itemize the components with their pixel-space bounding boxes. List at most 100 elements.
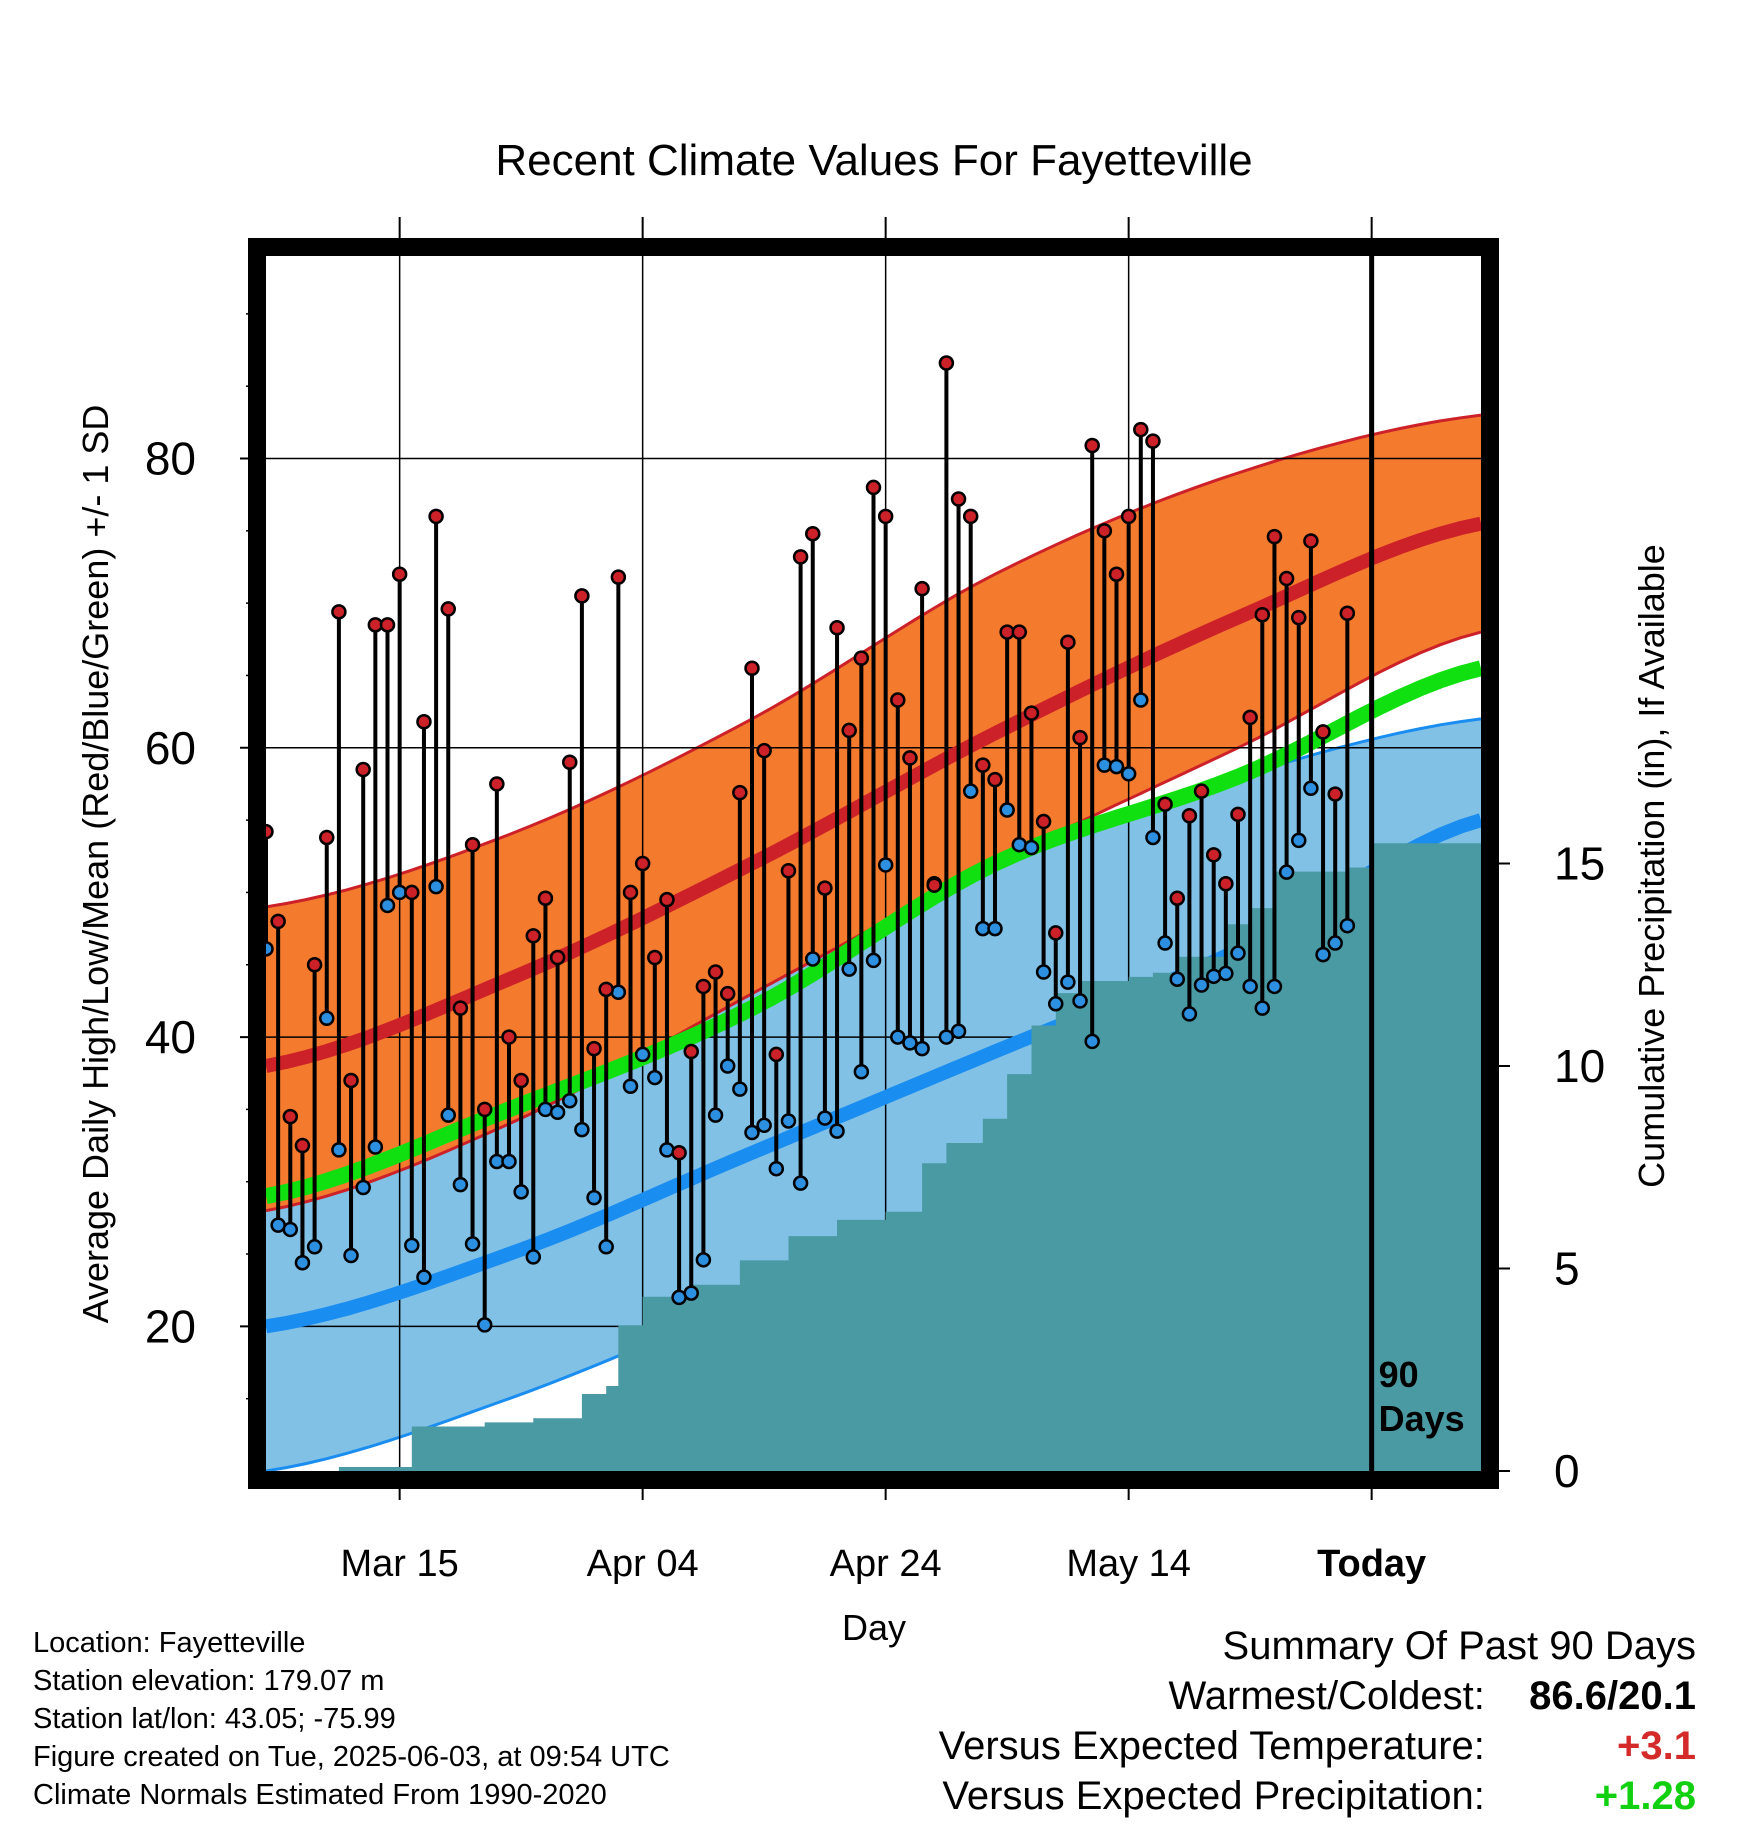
- high-temp-point: [1278, 570, 1295, 587]
- low-temp-point: [1084, 1033, 1100, 1050]
- summary-panel: Summary Of Past 90 Days Warmest/Coldest:…: [939, 1621, 1696, 1821]
- high-temp-point: [1133, 421, 1149, 438]
- low-temp-point: [1048, 996, 1064, 1012]
- created-text: Figure created on Tue, 2025-06-03, at 09…: [33, 1741, 670, 1773]
- low-temp-point: [683, 1285, 699, 1301]
- low-temp-point: [1108, 758, 1125, 775]
- high-temp-point: [695, 978, 712, 995]
- high-temp-point: [525, 928, 542, 944]
- high-temp-point: [938, 355, 955, 371]
- high-temp-point: [598, 981, 614, 998]
- low-temp-point: [282, 1221, 299, 1238]
- high-temp-point: [659, 891, 675, 908]
- low-temp-point: [525, 1249, 542, 1265]
- warm-cold-value: 86.6/20.1: [1529, 1674, 1696, 1718]
- high-temp-point: [805, 525, 821, 542]
- low-temp-point: [914, 1040, 930, 1057]
- summary-temp-row: Versus Expected Temperature: +3.1: [939, 1721, 1696, 1771]
- high-temp-point: [1072, 729, 1088, 746]
- latlon-text: Station lat/lon: 43.05; -75.99: [33, 1703, 396, 1735]
- low-temp-point: [1242, 978, 1258, 995]
- warm-cold-label: Warmest/Coldest:: [1168, 1674, 1485, 1718]
- high-temp-point: [1169, 890, 1185, 906]
- high-temp-point: [1193, 783, 1210, 799]
- high-temp-point: [416, 714, 432, 730]
- summary-warm-cold-row: Warmest/Coldest: 86.6/20.1: [939, 1671, 1697, 1721]
- low-temp-point: [1157, 935, 1173, 951]
- high-temp-point: [1266, 528, 1283, 545]
- low-markers: [266, 692, 1356, 1333]
- y-tick-label: 80: [145, 433, 196, 485]
- x-tick-label: Mar 15: [341, 1543, 459, 1585]
- low-temp-point: [865, 952, 882, 969]
- low-temp-point: [817, 1110, 833, 1126]
- high-temp-point: [914, 580, 930, 597]
- daily-stems: [266, 363, 1350, 1325]
- low-temp-point: [464, 1236, 481, 1252]
- high-temp-point: [1023, 705, 1040, 721]
- high-temp-point: [1218, 876, 1234, 892]
- low-temp-point: [1023, 839, 1040, 856]
- high-temp-point: [780, 862, 797, 879]
- low-temp-point: [707, 1107, 724, 1123]
- high-temp-point: [1096, 523, 1113, 539]
- high-temp-point: [902, 750, 918, 766]
- high-temp-point: [1242, 709, 1258, 726]
- y2-tick-label: 0: [1554, 1445, 1580, 1497]
- high-temp-point: [890, 692, 906, 708]
- y2-tick-label: 10: [1554, 1040, 1605, 1092]
- low-temp-point: [1278, 864, 1295, 880]
- low-temp-point: [1205, 968, 1222, 985]
- high-temp-point: [331, 604, 347, 620]
- high-temp-point: [513, 1072, 529, 1089]
- temp-label: Versus Expected Temperature:: [938, 1724, 1485, 1768]
- high-temp-point: [647, 949, 663, 966]
- low-temp-point: [562, 1092, 578, 1109]
- low-temp-point: [549, 1104, 566, 1121]
- high-temp-point: [574, 588, 590, 604]
- low-temp-point: [719, 1058, 736, 1074]
- low-temp-point: [1035, 964, 1052, 980]
- low-temp-point: [537, 1101, 554, 1118]
- high-temp-point: [452, 1000, 469, 1016]
- low-temp-point: [1254, 1000, 1271, 1016]
- high-temp-point: [732, 784, 748, 801]
- y-axis-label: Average Daily High/Low/Mean (Red/Blue/Gr…: [75, 405, 116, 1324]
- low-temp-point: [890, 1029, 906, 1045]
- high-temp-point: [756, 742, 772, 759]
- high-temp-point: [975, 757, 991, 773]
- high-temp-point: [817, 880, 833, 896]
- high-temp-point: [707, 964, 724, 980]
- low-temp-point: [452, 1176, 469, 1193]
- low-temp-point: [659, 1142, 675, 1158]
- today-marker-label-line2: Days: [1379, 1398, 1465, 1439]
- low-temp-point: [343, 1247, 359, 1264]
- low-temp-point: [379, 897, 396, 914]
- high-temp-point: [343, 1072, 359, 1089]
- low-temp-point: [1303, 780, 1319, 797]
- y-tick-label: 20: [145, 1300, 196, 1352]
- high-temp-point: [391, 566, 408, 582]
- y2-tick-label: 15: [1554, 838, 1605, 890]
- low-temp-point: [1193, 977, 1210, 993]
- high-temp-point: [379, 617, 396, 633]
- low-temp-point: [1120, 766, 1137, 782]
- low-temp-point: [1230, 945, 1246, 961]
- high-temp-point: [1048, 925, 1064, 941]
- x-tick-label: Apr 24: [830, 1543, 942, 1585]
- high-temp-point: [404, 884, 420, 901]
- low-temp-point: [950, 1023, 967, 1040]
- low-temp-point: [987, 920, 1003, 937]
- location-text: Location: Fayetteville: [33, 1627, 306, 1659]
- high-temp-point: [319, 829, 335, 846]
- low-temp-point: [744, 1124, 760, 1141]
- y-tick-label: 40: [145, 1011, 196, 1063]
- low-temp-point: [780, 1113, 797, 1129]
- y2-tick-label: 5: [1554, 1243, 1580, 1295]
- low-temp-point: [404, 1237, 420, 1254]
- high-temp-point: [282, 1108, 299, 1125]
- high-temp-point: [1157, 796, 1173, 812]
- low-temp-point: [440, 1107, 456, 1123]
- low-temp-point: [331, 1142, 347, 1158]
- low-temp-point: [805, 951, 821, 967]
